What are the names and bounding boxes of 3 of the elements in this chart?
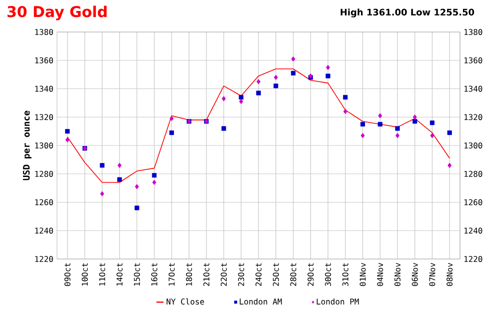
y-axis-title: USD per ounce	[22, 110, 32, 180]
chart-subtitle: High 1361.00 Low 1255.50	[340, 8, 474, 18]
chart-title: 30 Day Gold	[8, 6, 107, 20]
